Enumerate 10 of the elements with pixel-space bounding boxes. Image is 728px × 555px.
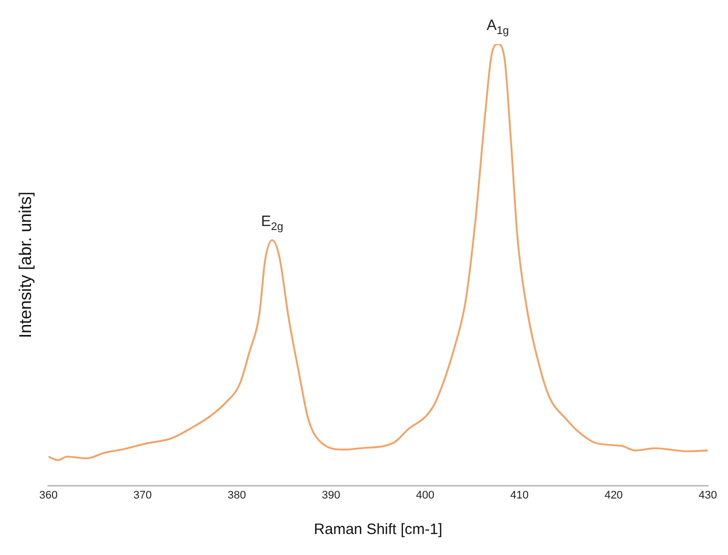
- x-tick-label: 360: [39, 489, 58, 502]
- x-tick-label: 390: [322, 489, 340, 502]
- x-tick-label: 430: [698, 489, 718, 502]
- x-tick-label: 370: [133, 489, 152, 502]
- x-axis-title: Raman Shift [cm-1]: [314, 521, 442, 538]
- y-axis-title: Intensity [abr. units]: [16, 192, 35, 338]
- x-tick-label: 410: [510, 489, 529, 502]
- x-tick-label: 380: [228, 489, 246, 502]
- x-tick-label: 420: [604, 489, 623, 502]
- x-tick-label: 400: [416, 489, 434, 502]
